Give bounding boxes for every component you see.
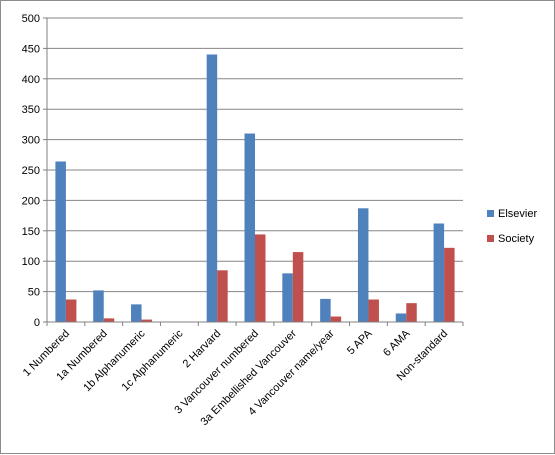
y-tick-label: 200	[22, 195, 40, 207]
bar-society	[255, 234, 266, 322]
y-tick-label: 450	[22, 43, 40, 55]
bar-society	[406, 303, 417, 322]
y-tick-label: 250	[22, 165, 40, 177]
bar-society	[141, 319, 153, 322]
bar-elsevier	[244, 133, 255, 322]
bar-elsevier	[320, 298, 331, 322]
bar-elsevier	[131, 304, 142, 322]
axes	[46, 18, 463, 323]
bar-elsevier	[93, 290, 104, 322]
bar-society	[330, 316, 342, 322]
y-tick-label: 400	[22, 74, 40, 86]
y-tick-label: 300	[22, 135, 40, 147]
y-tick-label: 150	[22, 226, 40, 238]
y-tick-label: 100	[22, 256, 40, 268]
bar-society	[292, 252, 304, 322]
y-tick-label: 350	[22, 104, 40, 116]
legend-label-elsevier: Elsevier	[498, 208, 537, 220]
bar-society	[65, 299, 77, 322]
y-axis-ticks: 0 50 100 150 200 250 300 350 400 450 500	[22, 13, 47, 329]
bar-elsevier	[206, 54, 218, 322]
bar-society	[368, 299, 379, 322]
bar-society	[103, 318, 115, 322]
bars	[55, 54, 455, 322]
y-tick-label: 50	[28, 287, 40, 299]
bar-elsevier	[433, 223, 445, 322]
legend: Elsevier Society	[487, 208, 537, 245]
bar-elsevier	[55, 161, 66, 322]
x-tick-label: 5 APA	[345, 327, 375, 357]
y-tick-label: 0	[34, 317, 40, 329]
legend-swatch-society	[487, 235, 494, 242]
x-tick-label: 6 AMA	[381, 327, 413, 359]
bar-elsevier	[395, 313, 407, 322]
y-tick-label: 500	[22, 13, 40, 25]
legend-label-society: Society	[498, 233, 535, 245]
legend-swatch-elsevier	[487, 210, 494, 217]
bar-elsevier	[357, 208, 369, 322]
bar-society	[217, 270, 228, 322]
bar-society	[444, 247, 455, 322]
bar-elsevier	[282, 273, 293, 322]
